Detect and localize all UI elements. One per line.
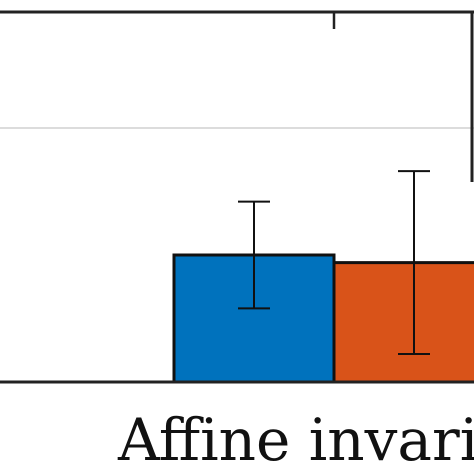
error-bar <box>398 170 430 356</box>
bar <box>332 261 474 384</box>
error-bar <box>238 200 270 310</box>
x-tick-label: Affine invaria <box>117 406 474 474</box>
